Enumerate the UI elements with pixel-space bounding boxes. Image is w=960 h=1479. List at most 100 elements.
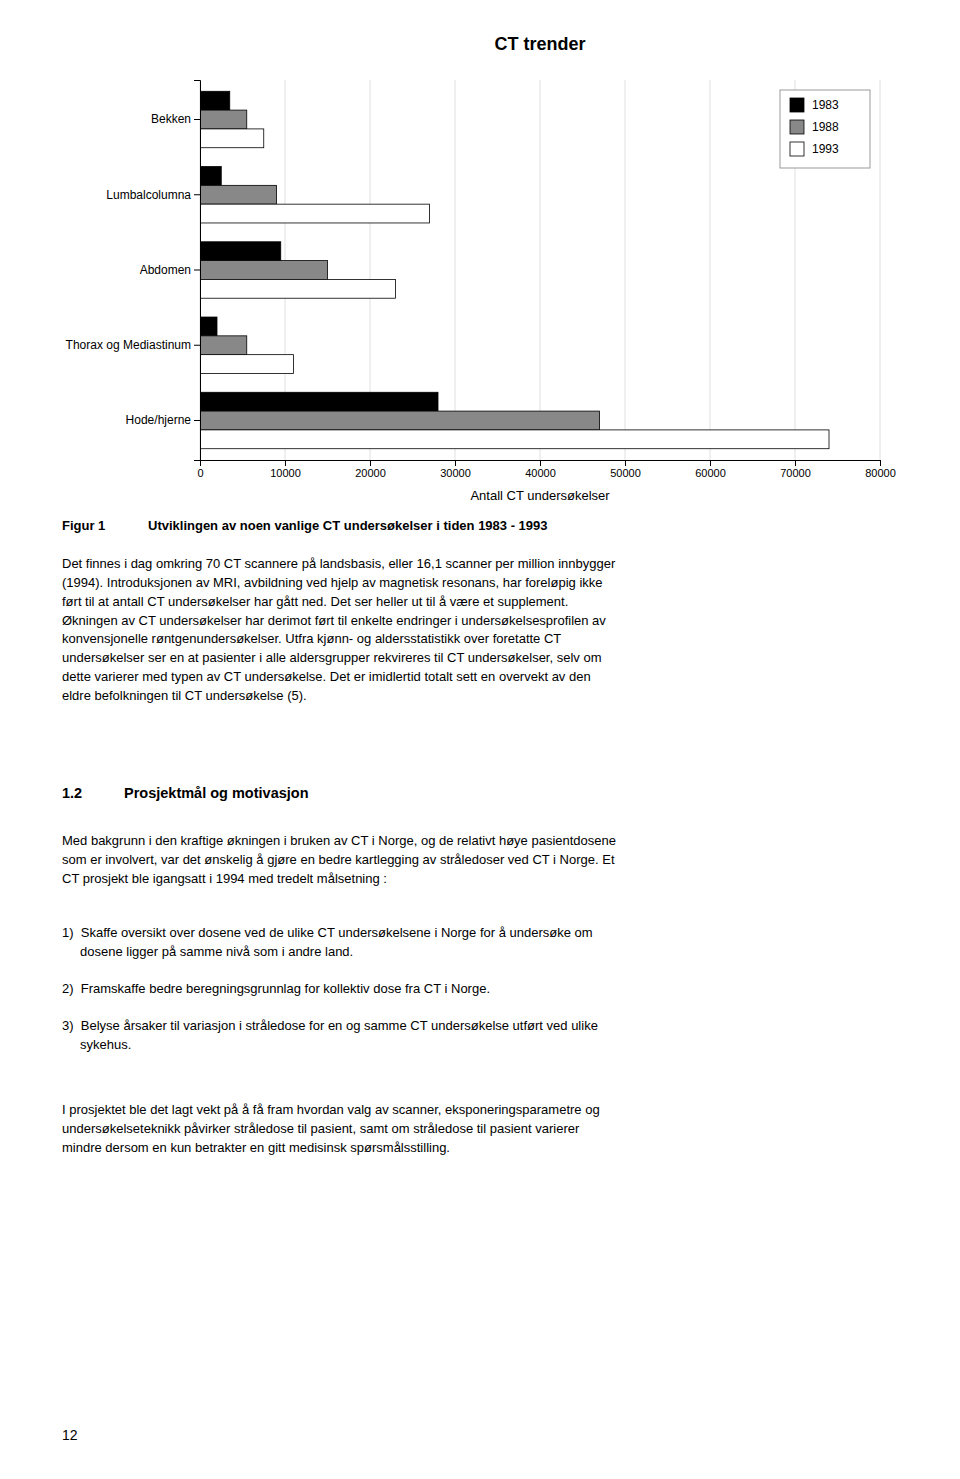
x-tick: 10000	[270, 460, 301, 479]
y-tick: Thorax og Mediastinum	[66, 338, 200, 352]
bar	[200, 392, 438, 411]
x-tick: 0	[197, 460, 203, 479]
y-tick-mark	[194, 194, 200, 195]
annotation-line: CT prosjekt ble igangsatt i 1994 med tre…	[62, 871, 387, 886]
annotation-line: Det finnes i dag omkring 70 CT scannere …	[62, 556, 616, 571]
x-tick: 20000	[355, 460, 386, 479]
bar-series	[200, 129, 829, 449]
x-tick-label: 50000	[610, 467, 641, 479]
annotation-line: (1994). Introduksjonen av MRI, avbildnin…	[62, 575, 603, 590]
bar	[200, 336, 247, 355]
grid-line	[625, 80, 626, 460]
annotation-line: Med bakgrunn i den kraftige økningen i b…	[62, 833, 616, 848]
x-tick-mark	[880, 460, 881, 466]
annotation-line: 3) Belyse årsaker til variasjon i stråle…	[62, 1018, 598, 1033]
x-tick-label: 10000	[270, 467, 301, 479]
x-axis: 0 10000 20000 30000 40000 50000 60000 70000 8000…	[197, 460, 895, 479]
page: CT trender 0 10000 20000 30000 40000 50000 6000…	[0, 0, 960, 1479]
legend-box	[780, 90, 870, 168]
bar-series	[200, 91, 438, 411]
legend-swatch	[790, 98, 804, 112]
annotation: 1.2	[62, 785, 82, 801]
page-texts: Figur 1 Utviklingen av noen vanlige CT un…	[62, 518, 616, 1443]
annotation-line: sykehus.	[62, 1037, 131, 1052]
legend-label: 1993	[812, 142, 839, 156]
bar	[200, 261, 328, 280]
annotation: Prosjektmål og motivasjon	[124, 785, 309, 801]
x-tick: 40000	[525, 460, 556, 479]
annotation: 1) Skaffe oversikt over dosene ved de ul…	[62, 925, 593, 959]
y-tick-mark	[194, 345, 200, 346]
grid	[200, 80, 880, 460]
legend-item: 1988	[790, 120, 839, 134]
y-tick-mark	[194, 119, 200, 120]
annotation-line: eldre befolkningen til CT undersøkelse (…	[62, 688, 307, 703]
bar	[200, 279, 396, 298]
y-tick: Bekken	[151, 112, 200, 126]
y-tick: Hode/hjerne	[126, 413, 200, 427]
annotation: 2) Framskaffe bedre beregningsgrunnlag f…	[62, 981, 490, 996]
annotation: Med bakgrunn i den kraftige økningen i b…	[62, 833, 616, 886]
annotation-line: Utviklingen av noen vanlige CT undersøke…	[148, 518, 548, 533]
x-tick-mark	[795, 460, 796, 466]
x-tick-label: 40000	[525, 467, 556, 479]
y-axis: Bekken Lumbalcolumna Abdomen Thorax og Medi…	[66, 81, 201, 461]
legend-label: 1988	[812, 120, 839, 134]
annotation-line: Økningen av CT undersøkelser har derimot…	[62, 613, 606, 628]
annotation-line: 1.2	[62, 785, 82, 801]
chart-title: CT trender	[494, 34, 585, 54]
bar	[200, 129, 264, 148]
y-tick: Lumbalcolumna	[106, 188, 200, 202]
x-tick: 70000	[780, 460, 811, 479]
y-tick: Abdomen	[140, 263, 200, 277]
bar	[200, 411, 600, 430]
annotation-line: mindre dersom en kun betrakter en gitt m…	[62, 1140, 450, 1155]
bar-series	[200, 110, 600, 430]
x-tick-label: 30000	[440, 467, 471, 479]
bar	[200, 242, 281, 261]
annotation: 3) Belyse årsaker til variasjon i stråle…	[62, 1018, 598, 1052]
y-tick-label: Bekken	[151, 112, 191, 126]
legend-swatch	[790, 120, 804, 134]
y-tick-label: Lumbalcolumna	[106, 188, 191, 202]
bar	[200, 317, 217, 336]
x-axis-domain	[201, 461, 881, 467]
annotation: Utviklingen av noen vanlige CT undersøke…	[148, 518, 548, 533]
x-tick: 50000	[610, 460, 641, 479]
y-axis-domain	[194, 81, 201, 461]
y-tick-mark	[194, 270, 200, 271]
y-tick-label: Abdomen	[140, 263, 191, 277]
x-tick: 60000	[695, 460, 726, 479]
legend-item: 1993	[790, 142, 839, 156]
annotation: 12	[62, 1427, 78, 1443]
annotation-line: som er involvert, var det ønskelig å gjø…	[62, 852, 615, 867]
bars	[200, 91, 829, 448]
annotation-line: Figur 1	[62, 518, 105, 533]
x-tick-mark	[625, 460, 626, 466]
y-tick-label: Hode/hjerne	[126, 413, 192, 427]
legend-swatch	[790, 142, 804, 156]
x-tick-label: 0	[197, 467, 203, 479]
x-tick-label: 60000	[695, 467, 726, 479]
grid-line	[540, 80, 541, 460]
x-tick-label: 80000	[865, 467, 896, 479]
y-tick-mark	[194, 420, 200, 421]
bar	[200, 167, 221, 186]
legend: 1983 1988 1993	[780, 90, 870, 168]
x-tick-mark	[710, 460, 711, 466]
annotation-line: Prosjektmål og motivasjon	[124, 785, 309, 801]
bar	[200, 430, 829, 449]
annotation: Figur 1	[62, 518, 105, 533]
annotation-line: undersøkelseteknikk påvirker stråledose …	[62, 1121, 580, 1136]
grid-line	[880, 80, 881, 460]
x-axis-title: Antall CT undersøkelser	[470, 488, 610, 503]
legend-label: 1983	[812, 98, 839, 112]
bar	[200, 355, 294, 374]
x-tick-label: 70000	[780, 467, 811, 479]
x-tick-mark	[540, 460, 541, 466]
annotation-line: undersøkelser ser en at pasienter i alle…	[62, 650, 602, 665]
grid-line	[710, 80, 711, 460]
annotation-line: 12	[62, 1427, 78, 1443]
annotation-line: konvensjonelle røntgenundersøkelser. Utf…	[62, 631, 561, 646]
x-tick-mark	[285, 460, 286, 466]
